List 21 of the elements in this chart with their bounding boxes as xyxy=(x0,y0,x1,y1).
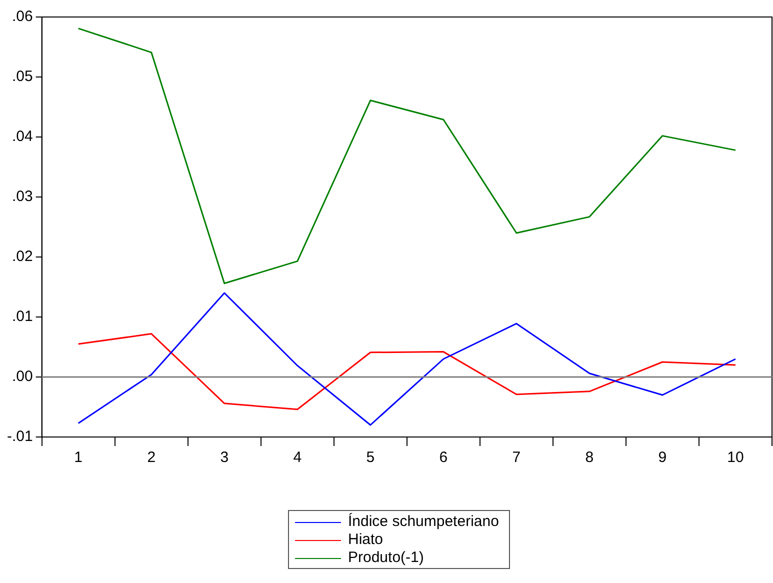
y-tick-label: .04 xyxy=(12,128,33,146)
y-tick-label: -.01 xyxy=(6,428,33,446)
x-tick-label: 8 xyxy=(585,449,594,466)
x-tick-label: 5 xyxy=(366,449,375,466)
x-tick-label: 4 xyxy=(293,449,302,466)
y-tick-label: .06 xyxy=(12,8,33,26)
x-tick-label: 10 xyxy=(727,449,744,466)
legend-label: Hiato xyxy=(348,531,384,549)
x-tick-label: 2 xyxy=(147,449,156,466)
x-tick-label: 7 xyxy=(512,449,521,466)
legend-label: Índice schumpeteriano xyxy=(348,513,499,531)
x-tick-label: 3 xyxy=(220,449,229,466)
x-tick-label: 6 xyxy=(439,449,448,466)
y-tick-label: .03 xyxy=(12,188,33,206)
y-tick-label: .01 xyxy=(12,308,33,326)
x-tick-label: 1 xyxy=(74,449,83,466)
y-tick-label: .00 xyxy=(12,368,33,386)
y-tick-label: .02 xyxy=(12,248,33,266)
x-tick-label: 9 xyxy=(658,449,667,466)
legend-label: Produto(-1) xyxy=(348,549,424,567)
y-tick-label: .05 xyxy=(12,68,33,86)
